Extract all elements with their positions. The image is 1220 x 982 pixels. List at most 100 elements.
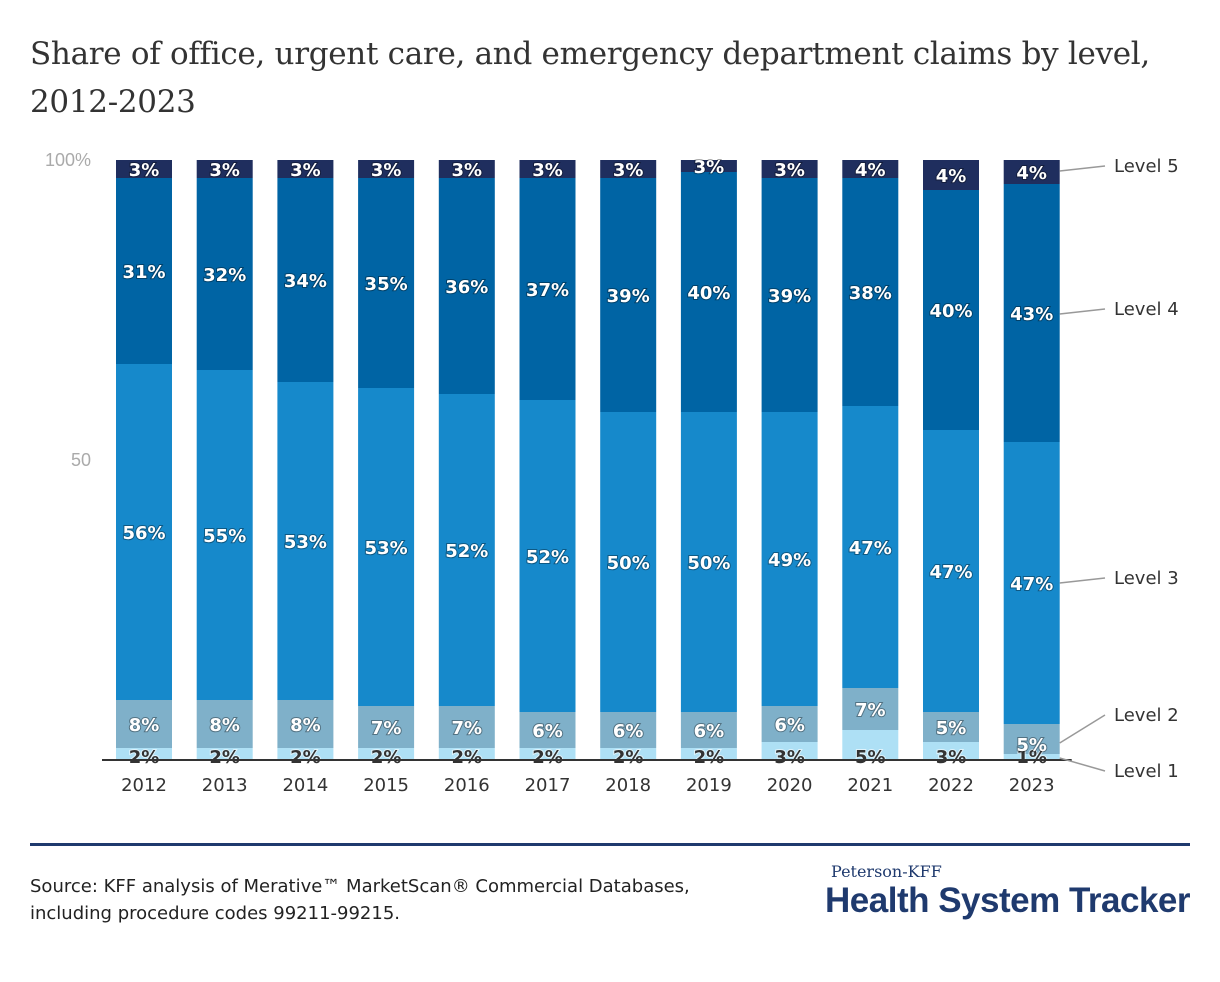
bar-segment-level-1 <box>358 748 415 760</box>
segment-label: 4% <box>936 166 967 187</box>
bar-segment-level-5 <box>1003 160 1060 184</box>
x-tick-label: 2015 <box>363 775 409 796</box>
bar-segment-level-4 <box>761 178 818 412</box>
bar-segment-level-4 <box>519 178 576 400</box>
x-axis: 2012 2013 2014 2015 2016 2017 2018 2019 2020 2021… <box>121 775 1055 796</box>
x-tick-label: 2013 <box>202 775 248 796</box>
segment-label: 6% <box>694 721 725 742</box>
x-tick-label: 2018 <box>605 775 651 796</box>
segment-label: 2% <box>290 747 321 768</box>
bar-segment-level-1 <box>519 748 576 760</box>
segment-label: 39% <box>768 286 811 307</box>
bar-segment-level-3 <box>277 382 334 700</box>
bar-stack-2017 <box>519 160 576 760</box>
segment-label: 34% <box>284 271 327 292</box>
bar-segment-level-2 <box>358 706 415 748</box>
bar-segment-level-5 <box>600 160 657 178</box>
bar-stack-2015 <box>358 160 415 760</box>
segment-label: 47% <box>929 562 972 583</box>
legend-leader-line <box>1059 577 1106 584</box>
bar-segment-level-2 <box>519 712 576 748</box>
bar-segment-level-4 <box>358 178 415 388</box>
segment-label: 1% <box>1016 747 1047 768</box>
x-tick-label: 2014 <box>282 775 328 796</box>
bar-segment-level-3 <box>600 412 657 712</box>
segment-label: 47% <box>849 538 892 559</box>
legend-leader-line <box>1059 757 1106 772</box>
segment-label: 7% <box>855 700 886 721</box>
bar-segment-level-2 <box>600 712 657 748</box>
segment-label: 53% <box>365 538 408 559</box>
bar-stack-2014 <box>277 160 334 760</box>
x-tick-label: 2021 <box>847 775 893 796</box>
segment-label: 6% <box>532 721 563 742</box>
bar-stack-2020 <box>761 160 818 760</box>
segment-label: 6% <box>774 715 805 736</box>
bar-segment-level-5 <box>761 160 818 178</box>
bar-segment-level-5 <box>680 160 737 172</box>
bar-segment-level-1 <box>196 748 253 760</box>
segment-label: 49% <box>768 550 811 571</box>
bar-segment-level-2 <box>761 706 818 742</box>
segment-label: 7% <box>371 718 402 739</box>
bar-segment-level-3 <box>196 370 253 700</box>
chart-title: Share of office, urgent care, and emerge… <box>30 36 1150 120</box>
bar-segment-level-2 <box>842 688 899 730</box>
segment-labels: 2% 8% 56% 31% 3% 2% 8% 55% 32% 3% 2% 8% 53% 34% 3% 2% 7%… <box>121 156 1054 769</box>
segment-label: 4% <box>1016 163 1047 184</box>
segment-label: 47% <box>1010 574 1053 595</box>
bar-segment-level-5 <box>358 160 415 178</box>
bar-stack-2021 <box>842 160 899 760</box>
segment-label: 8% <box>290 715 321 736</box>
y-tick-label: 100% <box>45 150 91 170</box>
x-tick-label: 2017 <box>525 775 571 796</box>
bar-segment-level-1 <box>1003 754 1060 760</box>
segment-label: 40% <box>929 301 972 322</box>
bar-segment-level-1 <box>680 748 737 760</box>
bar-segment-level-3 <box>358 388 415 706</box>
segment-label: 36% <box>445 277 488 298</box>
segment-label: 38% <box>849 283 892 304</box>
bar-segment-level-3 <box>761 412 818 706</box>
bar-segment-level-1 <box>923 742 979 760</box>
segment-label: 3% <box>694 157 725 178</box>
bar-segment-level-2 <box>438 706 495 748</box>
segment-label: 3% <box>936 747 967 768</box>
legend-label-level-5: Level 5 <box>1114 156 1179 177</box>
bar-segment-level-3 <box>923 430 979 712</box>
segment-label: 2% <box>129 747 160 768</box>
segment-label: 43% <box>1010 304 1053 325</box>
x-tick-label: 2023 <box>1009 775 1055 796</box>
segment-label: 31% <box>122 262 165 283</box>
segment-label: 3% <box>774 747 805 768</box>
bar-segment-level-4 <box>1003 184 1060 442</box>
x-tick-label: 2016 <box>444 775 490 796</box>
segment-label: 3% <box>452 160 483 181</box>
legend-leader-line <box>1059 308 1106 315</box>
segment-label: 52% <box>445 541 488 562</box>
source-note: Source: KFF analysis of Merative™ Market… <box>30 876 690 924</box>
legend-label-level-4: Level 4 <box>1114 299 1179 320</box>
legend-label-level-3: Level 3 <box>1114 568 1179 589</box>
legend-label-level-2: Level 2 <box>1114 705 1179 726</box>
segment-label: 8% <box>209 715 240 736</box>
bar-stack-2022 <box>923 160 979 760</box>
segment-label: 52% <box>526 547 569 568</box>
bar-stack-2013 <box>196 160 253 760</box>
bar-segment-level-2 <box>1003 724 1060 754</box>
bar-segment-level-4 <box>600 178 657 412</box>
bar-segment-level-4 <box>116 178 172 364</box>
bar-segment-level-3 <box>519 400 576 712</box>
bar-stack-2012 <box>116 160 172 760</box>
y-axis: 100% 50 <box>45 150 91 470</box>
bar-stack-2016 <box>438 160 495 760</box>
x-tick-label: 2019 <box>686 775 732 796</box>
bar-segment-level-4 <box>196 178 253 370</box>
bar-stack-2019 <box>680 160 737 760</box>
segment-label: 8% <box>129 715 160 736</box>
segment-label: 4% <box>855 160 886 181</box>
bar-segment-level-1 <box>116 748 172 760</box>
segment-label: 55% <box>203 526 246 547</box>
segment-label: 37% <box>526 280 569 301</box>
bar-segment-level-3 <box>842 406 899 688</box>
